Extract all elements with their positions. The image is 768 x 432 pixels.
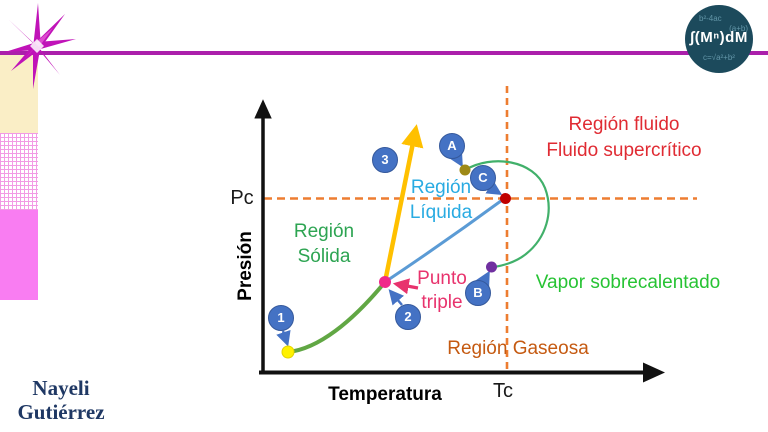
logo-formula-right: (a+b) [729,24,748,33]
marker-badge-b: B [465,280,491,306]
triple-point-arrow [392,278,419,295]
author-first-name: Nayeli [32,376,90,400]
marker-2-arrow [388,289,404,306]
critical-point-dot [500,193,511,204]
point-a-dot [459,164,471,176]
point-b-dot [486,261,497,273]
region-liquid-label: Región Líquida [410,175,472,225]
region-solid-line2: Sólida [297,246,351,267]
logo-formula-bottom: c=√a²+b² [703,53,735,62]
tc-tick-label: Tc [493,380,513,402]
triple-point-line2: triple [421,292,463,313]
logo-integral-text: ∫(Mⁿ)dM [690,29,748,46]
marker-1-arrow [276,329,291,347]
author-last-name: Gutiérrez [17,400,105,424]
marker-badge-c: C [470,165,496,191]
region-solid-label: Región Sólida [294,219,354,269]
sidebar-accent-checkered [0,133,38,210]
superheated-vapor-label: Vapor sobrecalentado [535,272,721,293]
marker-c-arrow [485,180,503,195]
marker-badge-a: A [439,133,465,159]
region-fluid-line2: Fluido supercrítico [546,140,702,161]
vaporization-curve [383,196,507,284]
sidebar-accent-cream [0,55,38,133]
y-axis-label: Presión [235,231,256,301]
x-axis-label: Temperatura [328,384,442,405]
triple-point-label: Punto triple [417,267,467,315]
author-credit: Nayeli Gutiérrez [0,376,122,424]
region-fluid-label: Región fluido Fluido supercrítico [546,112,701,164]
marker-badge-3: 3 [372,147,398,173]
region-fluid-line1: Región fluido [568,114,680,135]
marker-badge-2: 2 [395,304,421,330]
region-solid-line1: Región [293,221,355,242]
marker-badge-1: 1 [268,305,294,331]
marker-a-arrow [448,150,463,168]
fusion-curve [382,124,424,285]
triple-point-dot [379,276,391,288]
sublimation-start-dot [281,345,295,359]
starburst-icon [5,3,76,89]
sublimation-curve [286,280,387,354]
pc-tick-label: Pc [230,187,254,209]
sidebar-accent-magenta [0,210,38,300]
region-liquid-line1: Región [410,177,472,198]
logo-formula-top: b²-4ac [699,14,722,23]
region-gas-label: Región Gaseosa [447,338,589,359]
region-liquid-line2: Líquida [409,202,473,223]
math-logo-badge: b²-4ac (a+b) c=√a²+b² ∫(Mⁿ)dM [685,5,753,73]
top-divider-line [0,51,768,55]
saturation-dome-curve [464,160,550,269]
triple-point-line1: Punto [417,268,467,289]
